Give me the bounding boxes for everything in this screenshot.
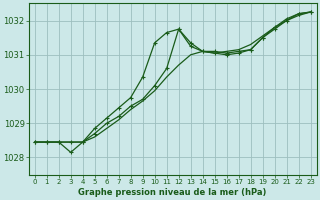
X-axis label: Graphe pression niveau de la mer (hPa): Graphe pression niveau de la mer (hPa) — [78, 188, 267, 197]
